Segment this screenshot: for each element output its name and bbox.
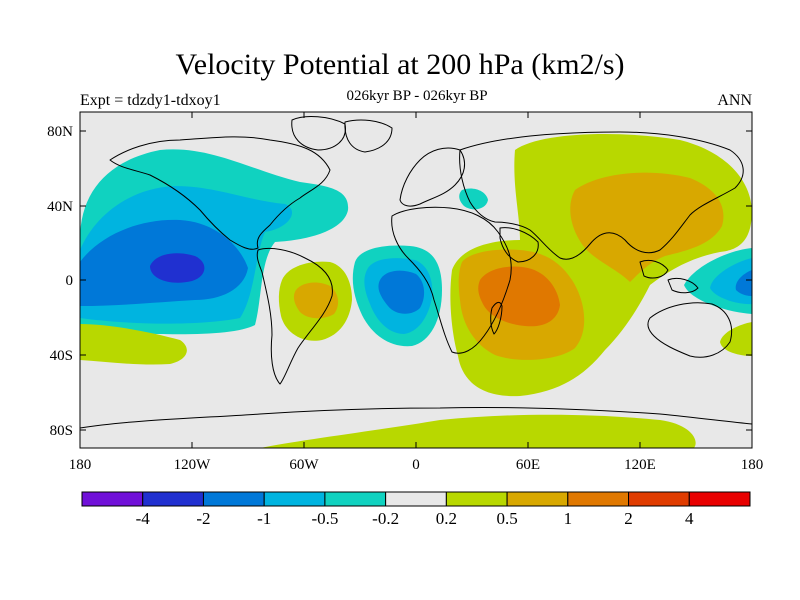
- contour-spacific-pos-band: [80, 324, 187, 365]
- x-tick-marks: [79, 112, 753, 448]
- y-tick-label: 40N: [47, 199, 73, 215]
- contour-pacific-neg-2: [150, 253, 205, 283]
- colorbar: -4 -2 -1 -0.5 -0.2 0.2 0.5 1 2 4: [81, 491, 751, 528]
- y-tick-label: 80N: [47, 124, 73, 140]
- period-label: 026kyr BP - 026kyr BP: [346, 88, 488, 104]
- colorbar-box: [142, 491, 204, 507]
- colorbar-label: -4: [136, 509, 151, 528]
- season-label: ANN: [717, 92, 752, 109]
- colorbar-box: [385, 491, 447, 507]
- colorbar-box: [506, 491, 569, 507]
- x-tick-label: 120E: [624, 457, 656, 473]
- contour-wpacific-neg-1: [735, 270, 752, 296]
- y-tick-marks: [80, 130, 752, 431]
- colorbar-label: 0.5: [496, 509, 517, 528]
- y-tick-label: 0: [66, 273, 74, 289]
- colorbar-label: 4: [685, 509, 694, 528]
- coastlines: [80, 116, 752, 429]
- x-tick-label: 180: [69, 457, 92, 473]
- contour-samerica-pos-0.5: [293, 282, 339, 319]
- colorbar-label: 1: [564, 509, 573, 528]
- y-tick-label: 40S: [50, 348, 73, 364]
- x-tick-label: 180: [741, 457, 764, 473]
- colorbar-box: [628, 491, 690, 507]
- x-tick-label: 0: [412, 457, 420, 473]
- colorbar-label: 2: [624, 509, 633, 528]
- colorbar-box: [445, 491, 508, 507]
- colorbar-box: [688, 491, 751, 507]
- map-title: Velocity Potential at 200 hPa (km2/s): [175, 48, 625, 81]
- contour-south-band-pos: [260, 414, 696, 448]
- x-tick-label: 60W: [289, 457, 319, 473]
- colorbar-box: [567, 491, 630, 507]
- colorbar-box: [263, 491, 326, 507]
- colorbar-label: -1: [257, 509, 271, 528]
- colorbar-box: [81, 491, 144, 507]
- x-tick-labels: 180 120W 60W 0 60E 120E 180: [69, 457, 764, 473]
- y-tick-labels: 80N 40N 0 40S 80S: [47, 124, 73, 439]
- colorbar-box: [202, 491, 265, 507]
- colorbar-box: [324, 491, 387, 507]
- contour-spacific-pos-0.2: [720, 322, 752, 356]
- colorbar-label: -2: [196, 509, 210, 528]
- experiment-label: Expt = tdzdy1-tdxoy1: [80, 92, 221, 109]
- colorbar-label: -0.2: [372, 509, 399, 528]
- contour-atlantic-neg-1: [378, 270, 425, 314]
- contour-eurasia-pos-0.5: [570, 172, 724, 282]
- velocity-potential-field: [80, 134, 752, 448]
- colorbar-label: 0.2: [436, 509, 457, 528]
- x-tick-label: 120W: [174, 457, 212, 473]
- y-tick-label: 80S: [50, 423, 73, 439]
- colorbar-label: -0.5: [311, 509, 338, 528]
- x-tick-label: 60E: [516, 457, 540, 473]
